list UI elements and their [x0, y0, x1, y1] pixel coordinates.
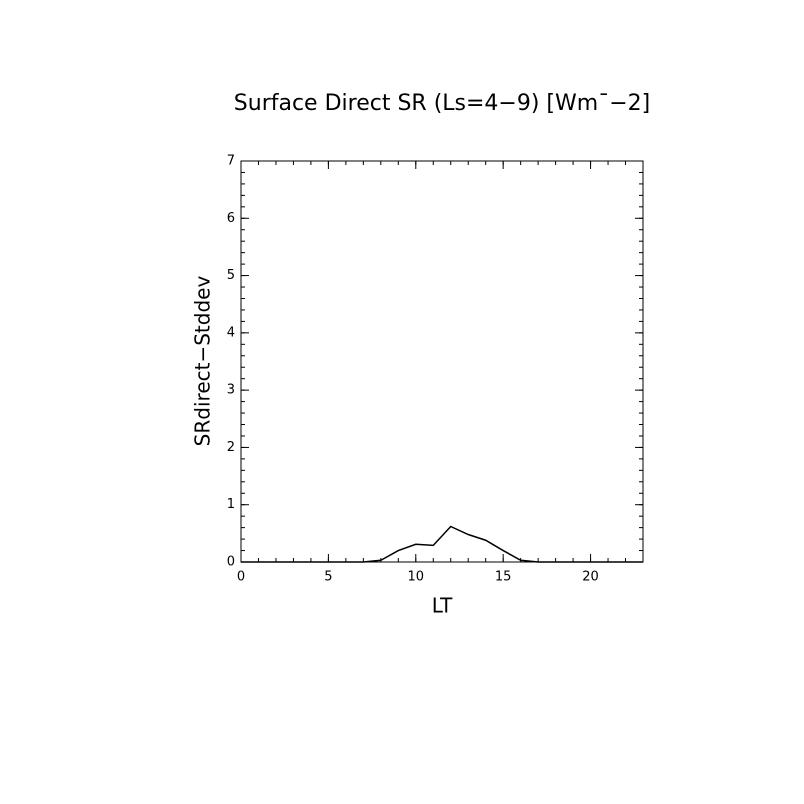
y-tick-label: 2	[227, 440, 235, 455]
y-tick-label: 3	[227, 383, 235, 398]
y-tick-label: 0	[227, 555, 235, 570]
x-tick-label: 15	[495, 570, 512, 585]
y-tick-label: 6	[227, 211, 235, 226]
x-tick-label: 0	[237, 570, 245, 585]
y-tick-label: 7	[227, 154, 235, 169]
x-tick-label: 10	[408, 570, 425, 585]
y-tick-label: 5	[227, 268, 235, 283]
x-tick-label: 5	[324, 570, 332, 585]
x-axis-label: LT	[432, 594, 453, 618]
y-tick-label: 4	[227, 325, 235, 340]
data-line	[241, 525, 643, 563]
y-axis-label: SRdirect−Stddev	[191, 276, 215, 447]
chart-title: Surface Direct SR (Ls=4−9) [Wm¯−2]	[234, 91, 650, 116]
x-tick-label: 20	[582, 570, 599, 585]
y-tick-label: 1	[227, 497, 235, 512]
plot-frame	[240, 160, 644, 563]
